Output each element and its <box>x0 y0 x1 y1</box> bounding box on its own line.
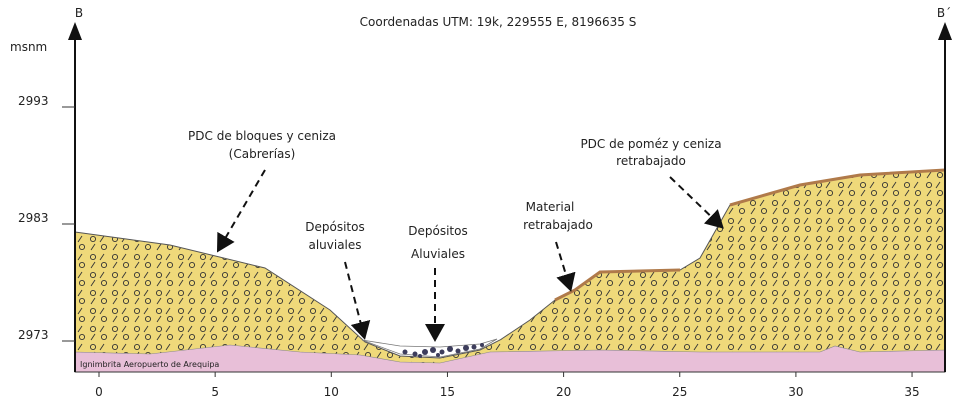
x-tick-label: 15 <box>440 385 455 399</box>
x-tick-label: 35 <box>904 385 919 399</box>
annotation: Aluviales <box>411 247 465 261</box>
y-tick-label: 2983 <box>18 211 49 225</box>
x-tick-label: 30 <box>788 385 803 399</box>
layer-label: Ignimbrita Aeropuerto de Arequipa <box>80 360 219 369</box>
y-tick-label: 2993 <box>18 94 49 108</box>
section-label: B´ <box>937 6 951 20</box>
annotation: Material <box>526 200 575 214</box>
arrow <box>556 242 570 288</box>
annotation: retrabajado <box>523 218 593 232</box>
arrow <box>345 262 364 336</box>
x-tick-label: 0 <box>95 385 103 399</box>
arrow <box>219 170 265 249</box>
annotation: retrabajado <box>616 154 686 168</box>
y-tick-label: 2973 <box>18 328 49 342</box>
cross-section: Ignimbrita Aeropuerto de Arequipa B B´ C… <box>0 0 953 405</box>
x-tick-label: 20 <box>556 385 571 399</box>
annotation: Depósitos <box>305 220 364 234</box>
section-label: B <box>75 6 83 20</box>
title: Coordenadas UTM: 19k, 229555 E, 8196635 … <box>360 15 637 29</box>
pdc-layer <box>75 170 945 372</box>
annotation: Depósitos <box>408 224 467 238</box>
y-unit: msnm <box>10 40 47 54</box>
x-tick-label: 10 <box>324 385 339 399</box>
annotation: PDC de bloques y ceniza <box>188 129 336 143</box>
axis-arrow <box>68 22 82 40</box>
arrow <box>670 177 721 226</box>
annotation: aluviales <box>308 238 361 252</box>
annotation: PDC de poméz y ceniza <box>580 137 721 151</box>
x-tick-label: 25 <box>672 385 687 399</box>
annotation: (Cabrerías) <box>229 147 296 161</box>
axis-arrow <box>938 22 952 40</box>
x-tick-label: 5 <box>211 385 219 399</box>
